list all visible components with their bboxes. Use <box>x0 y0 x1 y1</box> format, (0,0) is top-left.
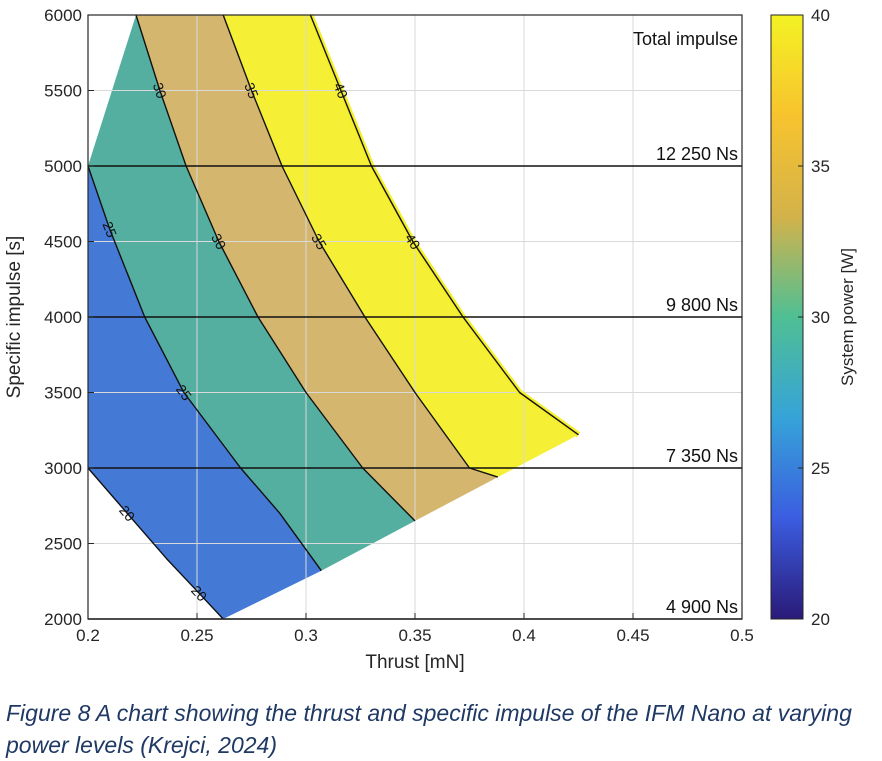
contour-label-30: 30 <box>208 231 229 252</box>
total-impulse-label: 7 350 Ns <box>666 446 738 466</box>
colorbar-ticks: 20 25 30 35 40 <box>798 6 830 629</box>
y-tick-label: 5000 <box>44 157 82 176</box>
contour-band-25-30 <box>88 15 415 571</box>
total-impulse-label: 12 250 Ns <box>656 144 738 164</box>
x-tick-label: 0.25 <box>180 626 213 645</box>
contour-label-35: 35 <box>241 80 262 101</box>
colorbar-label: System power [W] <box>838 248 857 386</box>
total-impulse-label: 9 800 Ns <box>666 295 738 315</box>
power-contour-fills <box>88 15 579 619</box>
contour-band-30-35 <box>136 15 498 521</box>
y-tick-label: 2500 <box>44 535 82 554</box>
contour-line-25 <box>87 165 322 572</box>
y-tick-label: 2000 <box>44 610 82 629</box>
x-tick-label: 0.5 <box>730 626 754 645</box>
contour-line-40 <box>309 14 579 436</box>
contour-label-40: 40 <box>402 231 424 253</box>
colorbar-tick-label: 35 <box>811 157 830 176</box>
colorbar-tick-label: 30 <box>811 308 830 327</box>
colorbar-tick-label: 40 <box>811 6 830 25</box>
total-impulse-label: 4 900 Ns <box>666 597 738 617</box>
contour-label-35: 35 <box>308 231 330 253</box>
y-tick-label: 4500 <box>44 233 82 252</box>
colorbar <box>770 14 804 620</box>
x-tick-label: 0.2 <box>76 626 100 645</box>
y-tick-label: 3000 <box>44 459 82 478</box>
contour-band-35-40 <box>223 15 579 478</box>
x-tick-label: 0.35 <box>398 626 431 645</box>
contour-band-20-25 <box>88 166 322 619</box>
y-axis-ticks: 2000 2500 3000 3500 4000 4500 5000 5500 6000 <box>44 6 94 629</box>
x-tick-label: 0.3 <box>294 626 318 645</box>
y-tick-label: 6000 <box>44 6 82 25</box>
contour-label-30: 30 <box>150 81 170 101</box>
figure-caption: Figure 8 A chart showing the thrust and … <box>6 700 852 758</box>
contour-line-30 <box>135 14 416 522</box>
x-tick-label: 0.4 <box>512 626 536 645</box>
x-tick-label: 0.45 <box>616 626 649 645</box>
total-impulse-title: Total impulse <box>633 29 738 49</box>
y-tick-label: 3500 <box>44 384 82 403</box>
y-tick-label: 4000 <box>44 308 82 327</box>
contour-label-40: 40 <box>331 80 352 101</box>
x-axis-label: Thrust [mN] <box>365 652 464 673</box>
y-tick-label: 5500 <box>44 82 82 101</box>
colorbar-tick-label: 20 <box>811 610 830 629</box>
y-axis-label: Specific impulse [s] <box>4 236 25 399</box>
colorbar-tick-label: 25 <box>811 459 830 478</box>
contour-line-35 <box>222 14 499 478</box>
contour-line-20 <box>87 467 224 620</box>
contour-label-25: 25 <box>99 219 120 240</box>
x-axis-ticks: 0.2 0.25 0.3 0.35 0.4 0.45 0.5 <box>76 613 754 645</box>
